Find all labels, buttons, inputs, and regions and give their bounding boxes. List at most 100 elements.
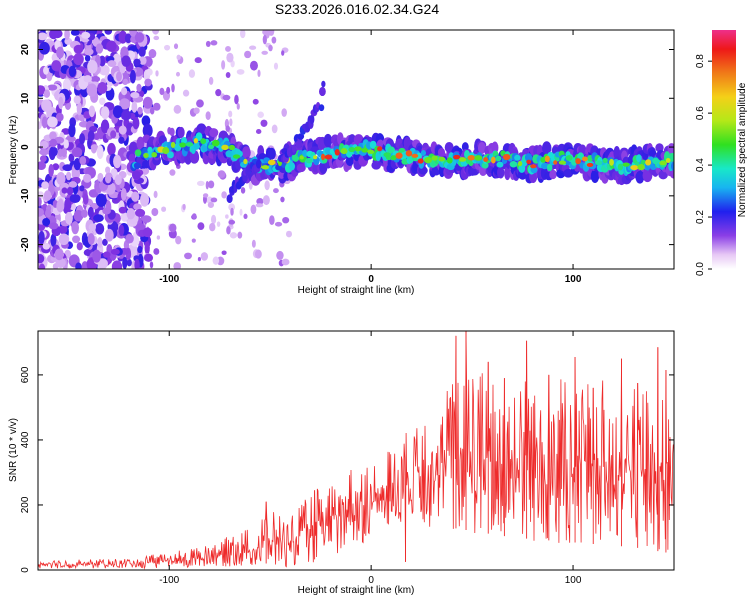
noise-cell <box>173 43 179 50</box>
ridge-core <box>671 161 674 171</box>
ridge-halo <box>497 166 504 179</box>
ridge-branch <box>242 172 248 183</box>
noise-cell <box>95 193 107 207</box>
noise-cell <box>228 203 236 211</box>
noise-cell <box>81 261 89 269</box>
colorbar-tick-label: 0.8 <box>695 54 706 68</box>
noise-cell <box>196 99 204 108</box>
noise-cell <box>82 193 89 205</box>
noise-cell <box>104 174 112 184</box>
noise-cell <box>56 199 65 213</box>
ridge-hotspot <box>211 139 220 147</box>
noise-cell <box>110 248 120 255</box>
ridge-halo <box>136 136 145 151</box>
ridge-hotspot <box>474 155 483 161</box>
noise-cell <box>64 197 72 212</box>
ridge-hotspot <box>594 160 603 166</box>
noise-cell <box>137 245 143 254</box>
noise-cell <box>212 256 220 265</box>
noise-cell <box>100 106 110 120</box>
ridge-halo <box>477 141 486 155</box>
noise-cell <box>58 96 64 110</box>
ridge-core <box>302 149 308 158</box>
ridge-hotspot <box>207 144 215 149</box>
ridge-halo <box>128 141 138 154</box>
noise-cell <box>234 94 239 105</box>
noise-cell <box>120 188 127 201</box>
noise-cell <box>282 216 290 224</box>
noise-cell <box>46 116 58 128</box>
noise-cell <box>72 235 81 244</box>
noise-cell <box>197 256 201 262</box>
noise-cell <box>169 223 177 233</box>
noise-cell <box>107 60 117 67</box>
snr-xlabel: Height of straight line (km) <box>298 585 415 596</box>
noise-cell <box>68 181 78 188</box>
noise-cell <box>209 222 216 232</box>
ridge-hotspot <box>431 155 438 161</box>
noise-cell <box>193 107 200 114</box>
noise-cell <box>146 68 153 76</box>
noise-cell <box>79 185 85 192</box>
colorbar-tick-label: 0.6 <box>695 106 706 120</box>
noise-cell <box>215 89 222 97</box>
noise-cell <box>71 221 79 235</box>
noise-cell <box>225 45 231 52</box>
noise-cell <box>98 64 110 76</box>
noise-cell <box>129 69 136 84</box>
noise-cell <box>39 155 47 163</box>
noise-cell <box>262 34 267 45</box>
noise-cell <box>118 125 127 135</box>
noise-cell <box>110 130 117 139</box>
noise-cell <box>44 208 52 218</box>
spectrogram-x-tick-label: 0 <box>368 274 374 285</box>
noise-cell <box>56 46 64 59</box>
ridge-hotspot <box>193 138 198 144</box>
noise-cell <box>79 156 87 166</box>
noise-cell <box>221 191 227 199</box>
ridge-core <box>133 162 141 170</box>
noise-cell <box>90 75 101 83</box>
noise-cell <box>54 248 64 261</box>
ridge-hotspot <box>453 154 461 160</box>
ridge-hotspot <box>502 153 511 161</box>
noise-cell <box>281 108 287 117</box>
spectrogram-y-tick-label: -10 <box>20 188 31 203</box>
noise-cell <box>102 238 108 246</box>
noise-cell <box>41 181 49 190</box>
ridge-halo <box>667 143 674 155</box>
noise-cell <box>148 48 157 59</box>
colorbar-ticks: 0.0 0.2 0.4 0.6 0.8 <box>695 54 712 276</box>
ridge-hotspot <box>602 157 608 164</box>
ridge-hotspot <box>313 155 318 160</box>
noise-cell <box>268 30 275 36</box>
noise-cell <box>38 263 46 269</box>
noise-cell <box>62 78 72 92</box>
noise-cell <box>197 222 205 230</box>
ridge-hotspot <box>609 158 614 166</box>
ridge-halo <box>131 171 141 180</box>
ridge-hotspot <box>490 156 496 164</box>
ridge-branch <box>291 144 296 153</box>
noise-cell <box>69 193 81 203</box>
noise-cell <box>38 121 42 130</box>
noise-cell <box>70 30 80 36</box>
noise-cell <box>96 145 104 160</box>
noise-cell <box>88 223 96 232</box>
noise-cell <box>61 187 68 194</box>
noise-cell <box>225 72 231 79</box>
noise-cell <box>166 86 171 94</box>
ridge-core <box>288 162 296 171</box>
noise-cell <box>102 207 111 215</box>
ridge-hotspot <box>483 157 489 162</box>
noise-cell <box>81 209 88 218</box>
noise-cell <box>205 111 211 121</box>
noise-cell <box>60 224 68 234</box>
noise-cell <box>43 190 52 202</box>
ridge-hotspot <box>367 149 375 154</box>
noise-cell <box>99 97 106 105</box>
noise-cell <box>90 144 99 151</box>
ridge-hotspot <box>261 165 270 170</box>
noise-cell <box>38 254 45 264</box>
